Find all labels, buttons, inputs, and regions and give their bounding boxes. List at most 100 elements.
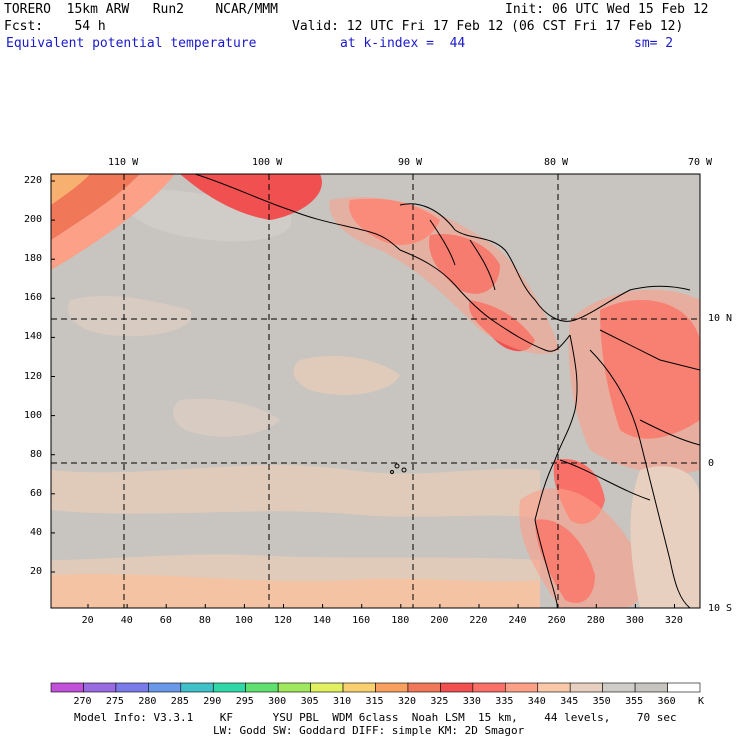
colorbar-swatch xyxy=(212,682,247,693)
colorbar-swatch xyxy=(407,682,441,693)
x-grid-label: 60 xyxy=(159,615,172,626)
border-4 xyxy=(599,329,700,371)
border-2 xyxy=(559,459,651,501)
valid-time: Valid: 12 UTC Fri 17 Feb 12 (06 CST Fri … xyxy=(292,19,684,34)
field-name: Equivalent potential temperature xyxy=(6,36,257,51)
colorbar-label: 300 xyxy=(268,696,287,707)
warm-colombia-halo xyxy=(568,289,700,474)
x-grid-label: 140 xyxy=(313,615,332,626)
x-grid-label: 100 xyxy=(234,615,253,626)
coastline-centralam xyxy=(399,249,571,352)
colorbar-label: 330 xyxy=(462,696,481,707)
colorbar-label: 280 xyxy=(138,696,157,707)
interior-sa xyxy=(630,466,700,608)
x-grid-label: 320 xyxy=(664,615,683,626)
x-grid-label: 180 xyxy=(391,615,410,626)
lat-lon-grid xyxy=(51,174,700,608)
smoothing: sm= 2 xyxy=(634,36,674,51)
model-info: Model Info: V3.3.1 KF YSU PBL WDM 6class… xyxy=(74,711,677,724)
colorbar-swatch xyxy=(115,682,149,693)
colorbar-label: 320 xyxy=(397,696,416,707)
y-grid-label: 20 xyxy=(30,566,43,577)
x-grid-label: 220 xyxy=(469,615,488,626)
colorbar-label: 340 xyxy=(527,696,546,707)
forecast-hour: Fcst: 54 h xyxy=(4,19,106,34)
colorbar-swatch xyxy=(148,682,182,693)
colorbar-swatch xyxy=(504,682,539,693)
colorbar-swatch xyxy=(375,682,409,693)
x-grid-label: 300 xyxy=(625,615,644,626)
lat-label-0: 0 xyxy=(708,458,715,469)
band-south-2 xyxy=(51,510,540,560)
colorbar-swatch xyxy=(537,682,571,693)
y-grid-label: 140 xyxy=(24,331,43,343)
colorbar-swatch xyxy=(83,682,117,693)
galapagos-1 xyxy=(394,463,400,469)
x-grid-label: 260 xyxy=(547,615,566,626)
x-grid-label: 240 xyxy=(508,615,527,626)
model-title: TORERO 15km ARW Run2 NCAR/MMM xyxy=(4,2,278,17)
patch-mid-2 xyxy=(293,355,400,395)
y-grid-label: 220 xyxy=(24,175,43,186)
theta-e-field xyxy=(51,174,700,608)
coastline-mexico xyxy=(194,174,401,251)
k-index: at k-index = 44 xyxy=(340,36,466,51)
colorbar-label: 335 xyxy=(495,696,514,707)
y-grid-label: 100 xyxy=(24,409,43,421)
lat-label-10s: 10 S xyxy=(708,603,733,614)
colorbar-unit: K xyxy=(698,696,705,707)
colorbar-swatch xyxy=(180,682,214,693)
coastline-caribbean xyxy=(399,203,691,322)
colorbar-label: 315 xyxy=(365,696,384,707)
colorbar-swatch xyxy=(440,682,474,693)
colorbar-swatch xyxy=(342,682,376,693)
y-grid-label: 160 xyxy=(24,292,43,304)
coastline-sa-west xyxy=(534,334,578,608)
colorbar-label: 355 xyxy=(625,696,644,707)
band-south-3 xyxy=(51,573,540,608)
colorbar-swatch xyxy=(245,682,279,693)
lat-label-10n: 10 N xyxy=(708,313,733,324)
y-grid-label: 120 xyxy=(24,370,43,382)
x-grid-label: 200 xyxy=(430,615,449,626)
colorbar-label: 360 xyxy=(657,696,676,707)
colorbar-label: 325 xyxy=(430,696,449,707)
warm-nw-edge xyxy=(51,174,175,270)
colorbar-label: 270 xyxy=(73,696,92,707)
physics-info: LW: Godd SW: Goddard DIFF: simple KM: 2D… xyxy=(213,724,525,737)
y-grid-label: 40 xyxy=(30,526,43,538)
colorbar-label: 275 xyxy=(105,696,124,707)
colorbar-swatch xyxy=(50,682,84,693)
y-grid-label: 80 xyxy=(30,448,43,460)
patch-mid-3 xyxy=(173,398,280,437)
x-grid-label: 280 xyxy=(586,615,605,626)
lon-label-70w: 70 W xyxy=(688,157,713,168)
colorbar-label: 305 xyxy=(300,696,319,707)
colorbar-swatch xyxy=(634,682,668,693)
x-grid-label: 20 xyxy=(81,615,94,626)
map-ticks xyxy=(51,180,675,608)
colorbar-swatch xyxy=(569,682,603,693)
colorbar-swatch xyxy=(667,682,701,693)
lon-label-90w: 90 W xyxy=(398,157,423,168)
border-5 xyxy=(429,219,456,266)
lon-label-110w: 110 W xyxy=(108,157,139,168)
x-grid-label: 120 xyxy=(273,615,292,626)
y-grid-label: 200 xyxy=(24,214,43,226)
border-6 xyxy=(469,239,496,291)
colorbar-label: 310 xyxy=(333,696,352,707)
colorbar-label: 285 xyxy=(170,696,189,707)
warm-nw-core xyxy=(51,174,90,205)
colorbar xyxy=(50,682,701,693)
warm-nw xyxy=(51,174,140,240)
border-3 xyxy=(639,419,700,446)
colorbar-label: 290 xyxy=(203,696,222,707)
init-time: Init: 06 UTC Wed 15 Feb 12 xyxy=(505,2,709,17)
colorbar-swatch xyxy=(277,682,311,693)
colorbar-swatch xyxy=(472,682,506,693)
x-grid-label: 80 xyxy=(198,615,211,626)
map-frame xyxy=(50,173,701,609)
colorbar-label: 350 xyxy=(592,696,611,707)
galapagos-3 xyxy=(390,470,394,474)
